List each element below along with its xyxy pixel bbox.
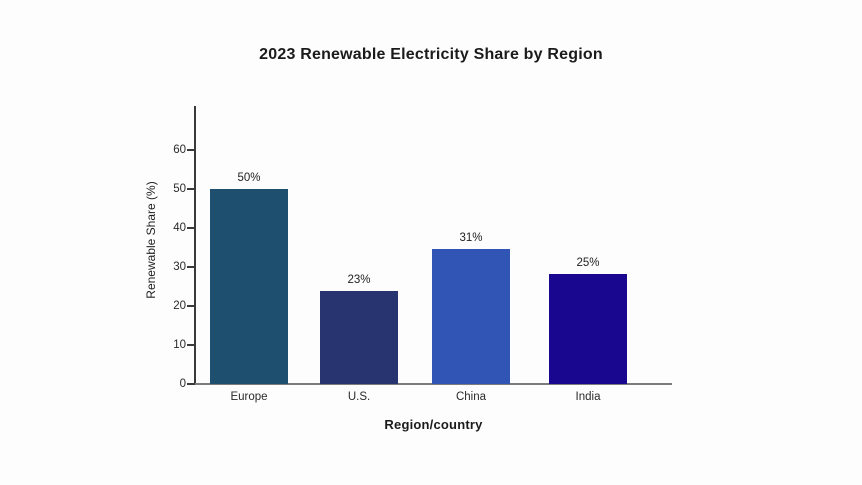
y-axis-title-text: Renewable Share (%) xyxy=(144,181,158,299)
y-tick-mark xyxy=(187,227,195,229)
y-tick-label: 10 xyxy=(173,339,186,351)
bar-india xyxy=(549,274,627,384)
y-tick-mark xyxy=(187,149,195,151)
bar-value-label: 31% xyxy=(459,232,483,245)
x-axis-title: Region/country xyxy=(384,417,483,432)
x-category-label: India xyxy=(575,391,601,403)
y-tick-mark xyxy=(187,383,195,385)
y-tick-label: 40 xyxy=(173,222,186,234)
bar-us xyxy=(320,291,398,384)
x-category-label: U.S. xyxy=(347,391,371,403)
y-tick-mark xyxy=(187,305,195,307)
x-category-label: Europe xyxy=(230,391,268,403)
y-tick-label: 20 xyxy=(173,300,186,312)
bar-value-label: 50% xyxy=(237,172,261,184)
y-tick-label: 50 xyxy=(173,183,186,195)
y-tick-mark xyxy=(187,188,195,190)
plot-area: 0 10 20 30 40 50 60 50% Europe 23% U.S. 31% China 25%… xyxy=(173,106,672,403)
y-tick-label: 30 xyxy=(173,261,186,273)
chart-title: 2023 Renewable Electricity Share by Regi… xyxy=(259,46,603,63)
y-tick-label: 0 xyxy=(179,378,186,390)
bar-value-label: 23% xyxy=(347,274,371,287)
bar-china xyxy=(432,249,510,384)
y-tick-mark xyxy=(187,266,195,268)
x-axis-line xyxy=(194,383,672,385)
y-axis-line xyxy=(194,106,196,384)
bar-europe xyxy=(210,189,288,384)
y-tick-label: 60 xyxy=(173,144,186,156)
x-category-label: China xyxy=(455,391,487,403)
bar-value-label: 25% xyxy=(576,257,600,270)
y-tick-mark xyxy=(187,344,195,346)
